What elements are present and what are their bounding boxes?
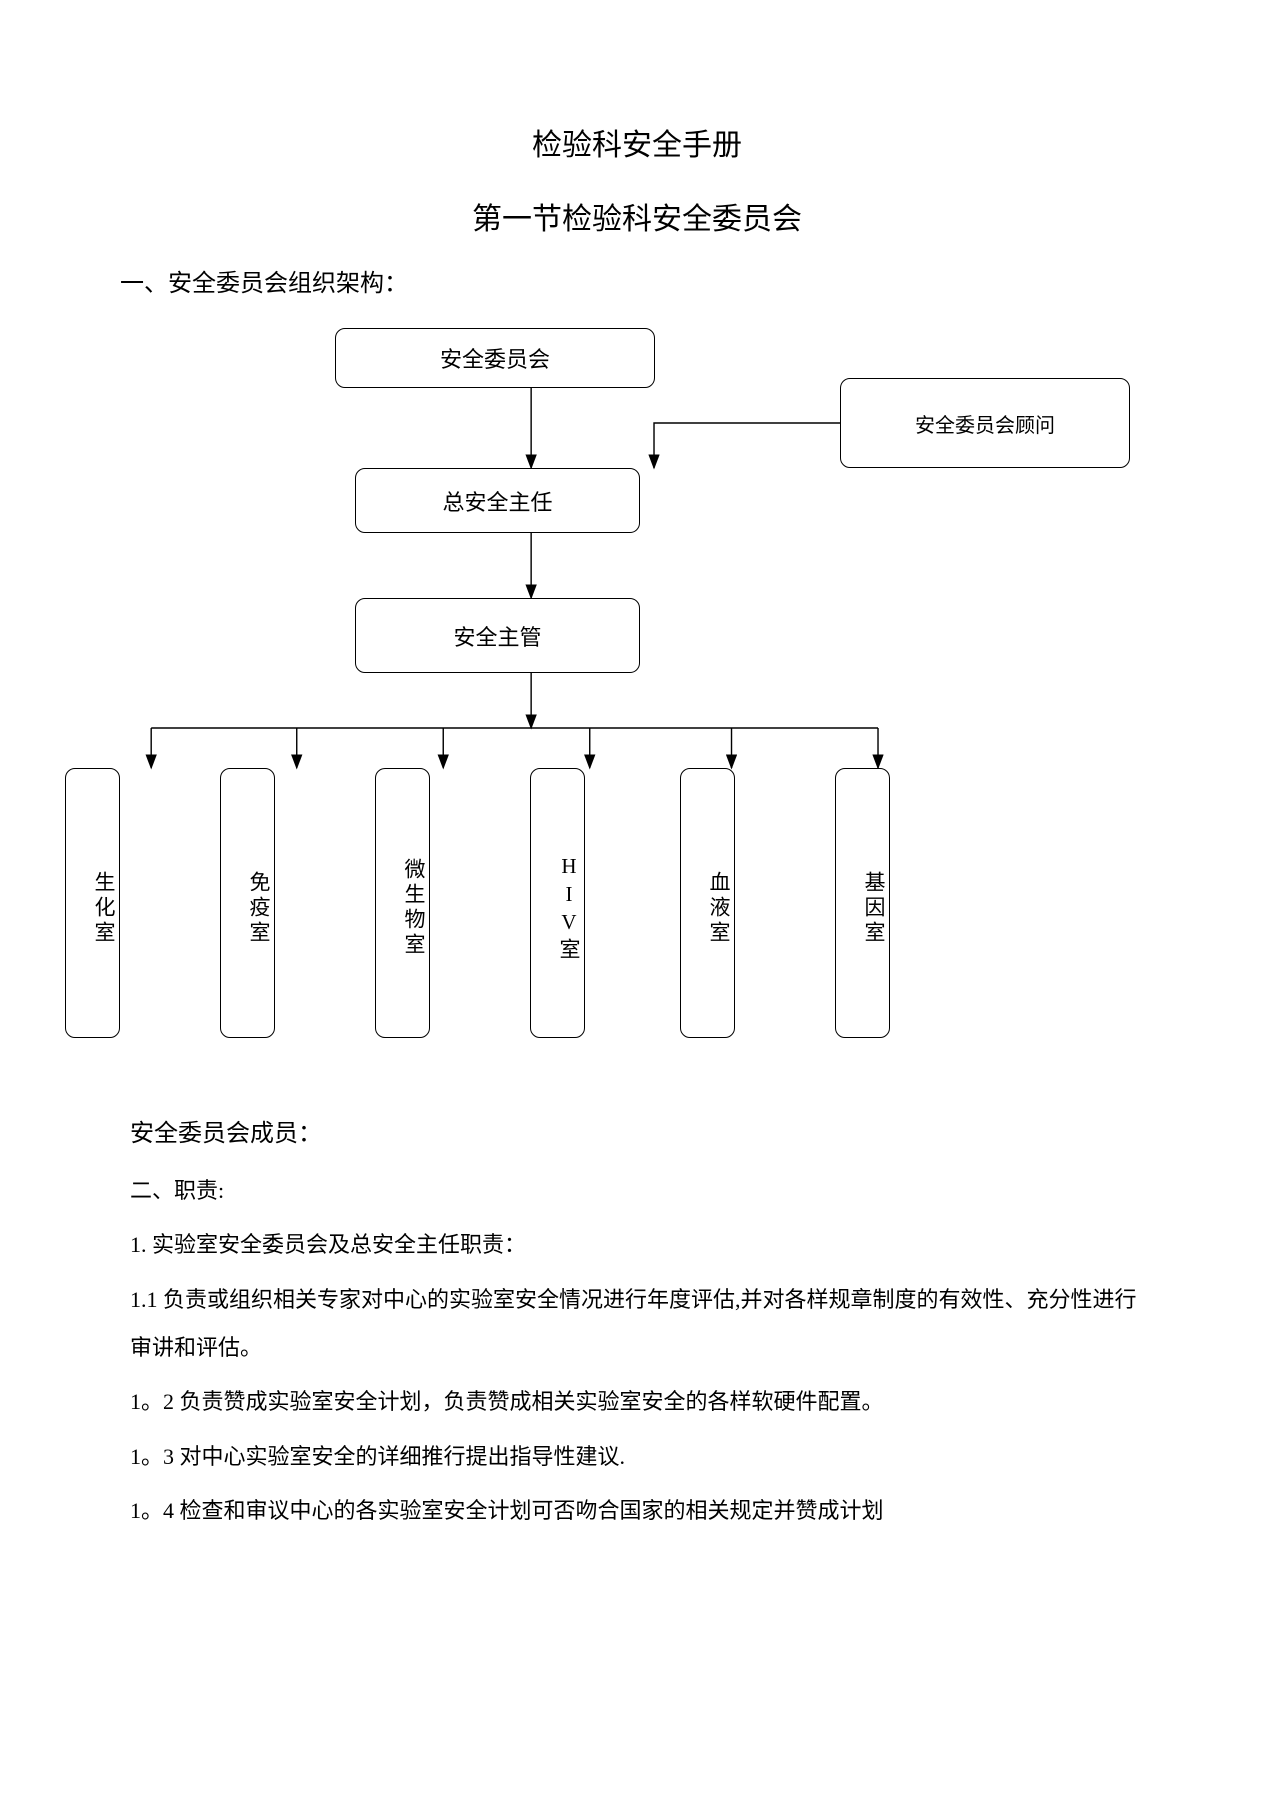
leaf-lab6: 基因室 (835, 768, 890, 1038)
leaf-label: 免疫室 (244, 871, 274, 946)
leaf-label: 基因室 (859, 871, 889, 946)
members-heading: 安全委员会成员： (130, 1108, 1154, 1161)
node-label: 总安全主任 (442, 485, 552, 517)
node-supervisor: 安全主管 (355, 598, 640, 673)
org-flowchart: 安全委员会 安全委员会顾问 总安全主任 安全主管 生化室 免疫室 微生物室 HI… (120, 328, 1154, 1048)
para-1-1: 1.1 负责或组织相关专家对中心的实验室安全情况进行年度评估,并对各样规章制度的… (130, 1276, 1154, 1373)
node-advisor: 安全委员会顾问 (840, 378, 1130, 468)
node-label: 安全委员会 (440, 342, 550, 374)
doc-title: 检验科安全手册 (120, 120, 1154, 164)
leaf-lab5: 血液室 (680, 768, 735, 1038)
para-1-4: 1。4 检查和审议中心的各实验室安全计划可否吻合国家的相关规定并赞成计划 (130, 1487, 1154, 1535)
node-director: 总安全主任 (355, 468, 640, 533)
leaf-lab1: 生化室 (65, 768, 120, 1038)
leaf-label: 血液室 (704, 871, 734, 946)
para-1-3: 1。3 对中心实验室安全的详细推行提出指导性建议. (130, 1433, 1154, 1481)
leaf-label: 微生物室 (399, 858, 429, 958)
doc-subtitle: 第一节检验科安全委员会 (120, 194, 1154, 238)
leaf-lab2: 免疫室 (220, 768, 275, 1038)
node-label: 安全委员会顾问 (915, 409, 1055, 438)
leaf-lab3: 微生物室 (375, 768, 430, 1038)
node-label: 安全主管 (453, 620, 541, 652)
para-1: 1. 实验室安全委员会及总安全主任职责： (130, 1221, 1154, 1269)
leaf-lab4: HIV室 (530, 768, 585, 1038)
node-committee: 安全委员会 (335, 328, 655, 388)
leaf-label: HIV室 (554, 854, 584, 963)
leaf-label: 生化室 (89, 871, 119, 946)
section2-heading: 二、职责: (130, 1167, 1154, 1215)
section1-heading: 一、安全委员会组织架构： (120, 263, 1154, 298)
body-text: 安全委员会成员： 二、职责: 1. 实验室安全委员会及总安全主任职责： 1.1 … (120, 1108, 1154, 1536)
para-1-2: 1。2 负责赞成实验室安全计划，负责赞成相关实验室安全的各样软硬件配置。 (130, 1378, 1154, 1426)
